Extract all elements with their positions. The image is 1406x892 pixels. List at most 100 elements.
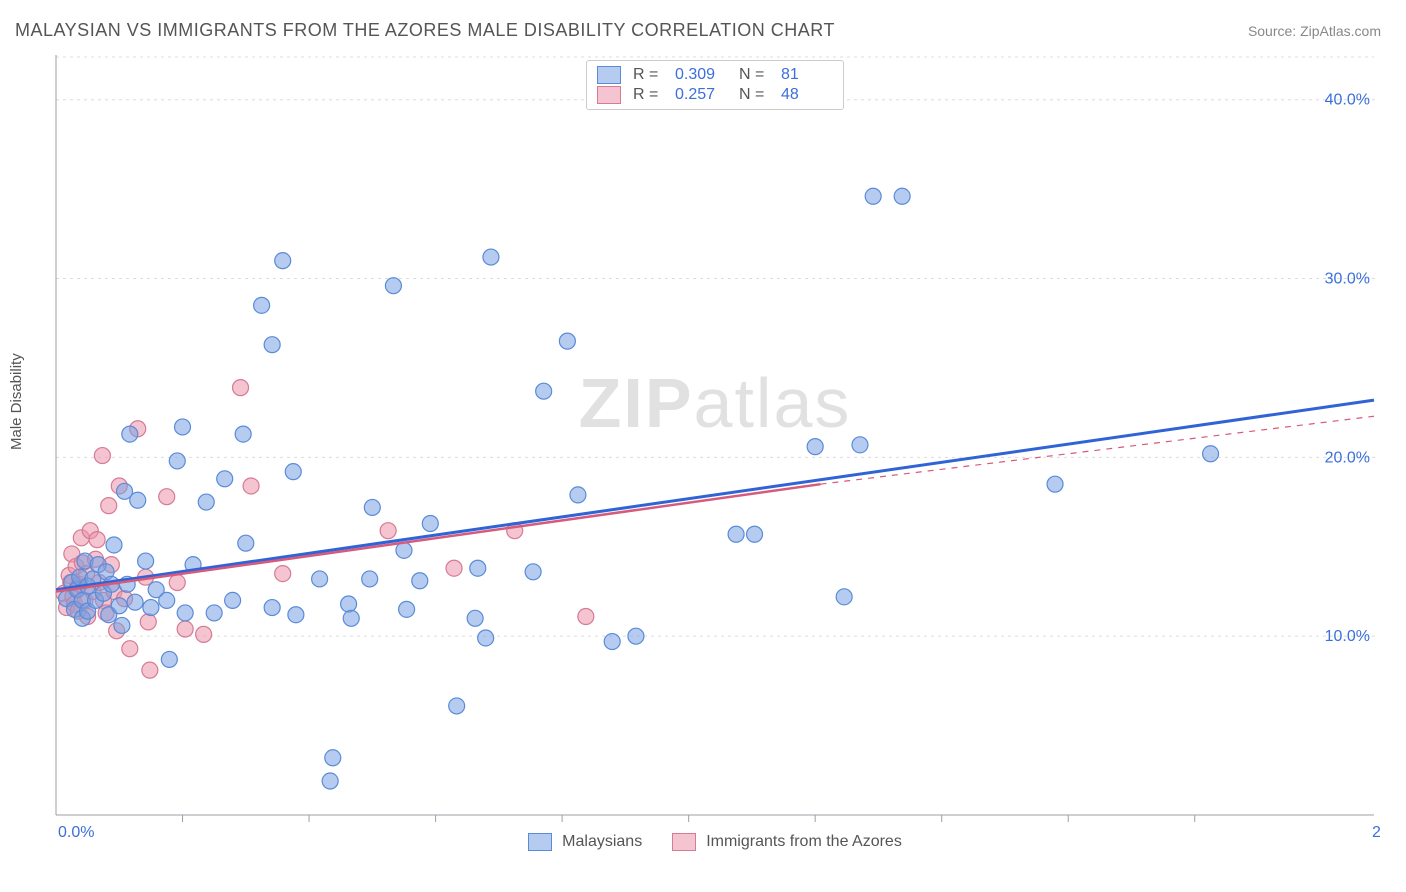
legend-label-malaysians: Malaysians [562, 833, 642, 851]
data-point-malaysians [177, 605, 193, 621]
y-tick-label: 20.0% [1325, 449, 1370, 466]
data-point-malaysians [836, 589, 852, 605]
data-point-azores [169, 575, 185, 591]
data-point-malaysians [449, 698, 465, 714]
data-point-malaysians [399, 601, 415, 617]
legend-item-malaysians: Malaysians [528, 833, 642, 851]
data-point-malaysians [312, 571, 328, 587]
data-point-malaysians [628, 628, 644, 644]
data-point-malaysians [264, 600, 280, 616]
data-point-malaysians [1047, 476, 1063, 492]
source-name: ZipAtlas.com [1300, 23, 1381, 39]
data-point-malaysians [483, 249, 499, 265]
n-value-azores: 48 [781, 86, 833, 104]
legend-label-azores: Immigrants from the Azores [706, 833, 902, 851]
data-point-azores [275, 566, 291, 582]
data-point-azores [177, 621, 193, 637]
data-point-malaysians [865, 188, 881, 204]
data-point-malaysians [138, 553, 154, 569]
scatter-chart: 10.0%20.0%30.0%40.0%0.0%25.0% [50, 55, 1380, 845]
data-point-malaysians [114, 617, 130, 633]
regression-line-malaysians [56, 400, 1374, 590]
data-point-malaysians [254, 297, 270, 313]
data-point-malaysians [1203, 446, 1219, 462]
data-point-malaysians [127, 594, 143, 610]
data-point-azores [233, 380, 249, 396]
data-point-malaysians [536, 383, 552, 399]
swatch-malaysians [597, 66, 621, 84]
data-point-malaysians [604, 634, 620, 650]
data-point-malaysians [285, 464, 301, 480]
y-tick-label: 10.0% [1325, 628, 1370, 645]
data-point-malaysians [275, 253, 291, 269]
data-point-malaysians [343, 610, 359, 626]
data-point-malaysians [161, 651, 177, 667]
data-point-malaysians [570, 487, 586, 503]
legend-row-azores: R = 0.257 N = 48 [597, 85, 833, 105]
data-point-azores [196, 626, 212, 642]
swatch-azores [672, 833, 696, 851]
data-point-malaysians [470, 560, 486, 576]
data-point-azores [446, 560, 462, 576]
data-point-malaysians [325, 750, 341, 766]
legend-item-azores: Immigrants from the Azores [672, 833, 902, 851]
n-label: N = [739, 66, 769, 84]
data-point-malaysians [235, 426, 251, 442]
source-attribution: Source: ZipAtlas.com [1248, 23, 1381, 39]
data-point-malaysians [396, 542, 412, 558]
data-point-malaysians [175, 419, 191, 435]
series-legend: Malaysians Immigrants from the Azores [50, 833, 1380, 851]
data-point-malaysians [217, 471, 233, 487]
n-label: N = [739, 86, 769, 104]
data-point-malaysians [130, 492, 146, 508]
regression-extrapolate-azores [820, 416, 1374, 484]
data-point-malaysians [894, 188, 910, 204]
data-point-malaysians [362, 571, 378, 587]
header-row: MALAYSIAN VS IMMIGRANTS FROM THE AZORES … [15, 20, 1381, 41]
data-point-malaysians [111, 598, 127, 614]
data-point-azores [243, 478, 259, 494]
data-point-malaysians [728, 526, 744, 542]
data-point-azores [142, 662, 158, 678]
data-point-malaysians [385, 278, 401, 294]
data-point-malaysians [288, 607, 304, 623]
data-point-malaysians [747, 526, 763, 542]
data-point-malaysians [159, 592, 175, 608]
y-tick-label: 30.0% [1325, 271, 1370, 288]
data-point-malaysians [478, 630, 494, 646]
data-point-malaysians [206, 605, 222, 621]
r-value-azores: 0.257 [675, 86, 727, 104]
page-title: MALAYSIAN VS IMMIGRANTS FROM THE AZORES … [15, 20, 835, 41]
data-point-azores [101, 498, 117, 514]
data-point-azores [159, 489, 175, 505]
data-point-malaysians [122, 426, 138, 442]
legend-row-malaysians: R = 0.309 N = 81 [597, 65, 833, 85]
data-point-malaysians [106, 537, 122, 553]
data-point-malaysians [467, 610, 483, 626]
chart-container: 10.0%20.0%30.0%40.0%0.0%25.0% ZIPatlas R… [50, 55, 1380, 845]
data-point-malaysians [341, 596, 357, 612]
data-point-malaysians [852, 437, 868, 453]
swatch-azores [597, 86, 621, 104]
data-point-malaysians [412, 573, 428, 589]
data-point-malaysians [238, 535, 254, 551]
data-point-azores [89, 532, 105, 548]
data-point-malaysians [322, 773, 338, 789]
data-point-malaysians [225, 592, 241, 608]
r-value-malaysians: 0.309 [675, 66, 727, 84]
data-point-malaysians [525, 564, 541, 580]
correlation-legend: R = 0.309 N = 81 R = 0.257 N = 48 [586, 60, 844, 110]
data-point-azores [578, 609, 594, 625]
data-point-malaysians [198, 494, 214, 510]
y-tick-label: 40.0% [1325, 92, 1370, 109]
data-point-azores [380, 523, 396, 539]
data-point-malaysians [364, 499, 380, 515]
data-point-malaysians [264, 337, 280, 353]
data-point-azores [140, 614, 156, 630]
source-prefix: Source: [1248, 23, 1300, 39]
data-point-malaysians [143, 600, 159, 616]
data-point-malaysians [807, 439, 823, 455]
data-point-malaysians [422, 516, 438, 532]
n-value-malaysians: 81 [781, 66, 833, 84]
y-axis-label: Male Disability [8, 353, 25, 450]
